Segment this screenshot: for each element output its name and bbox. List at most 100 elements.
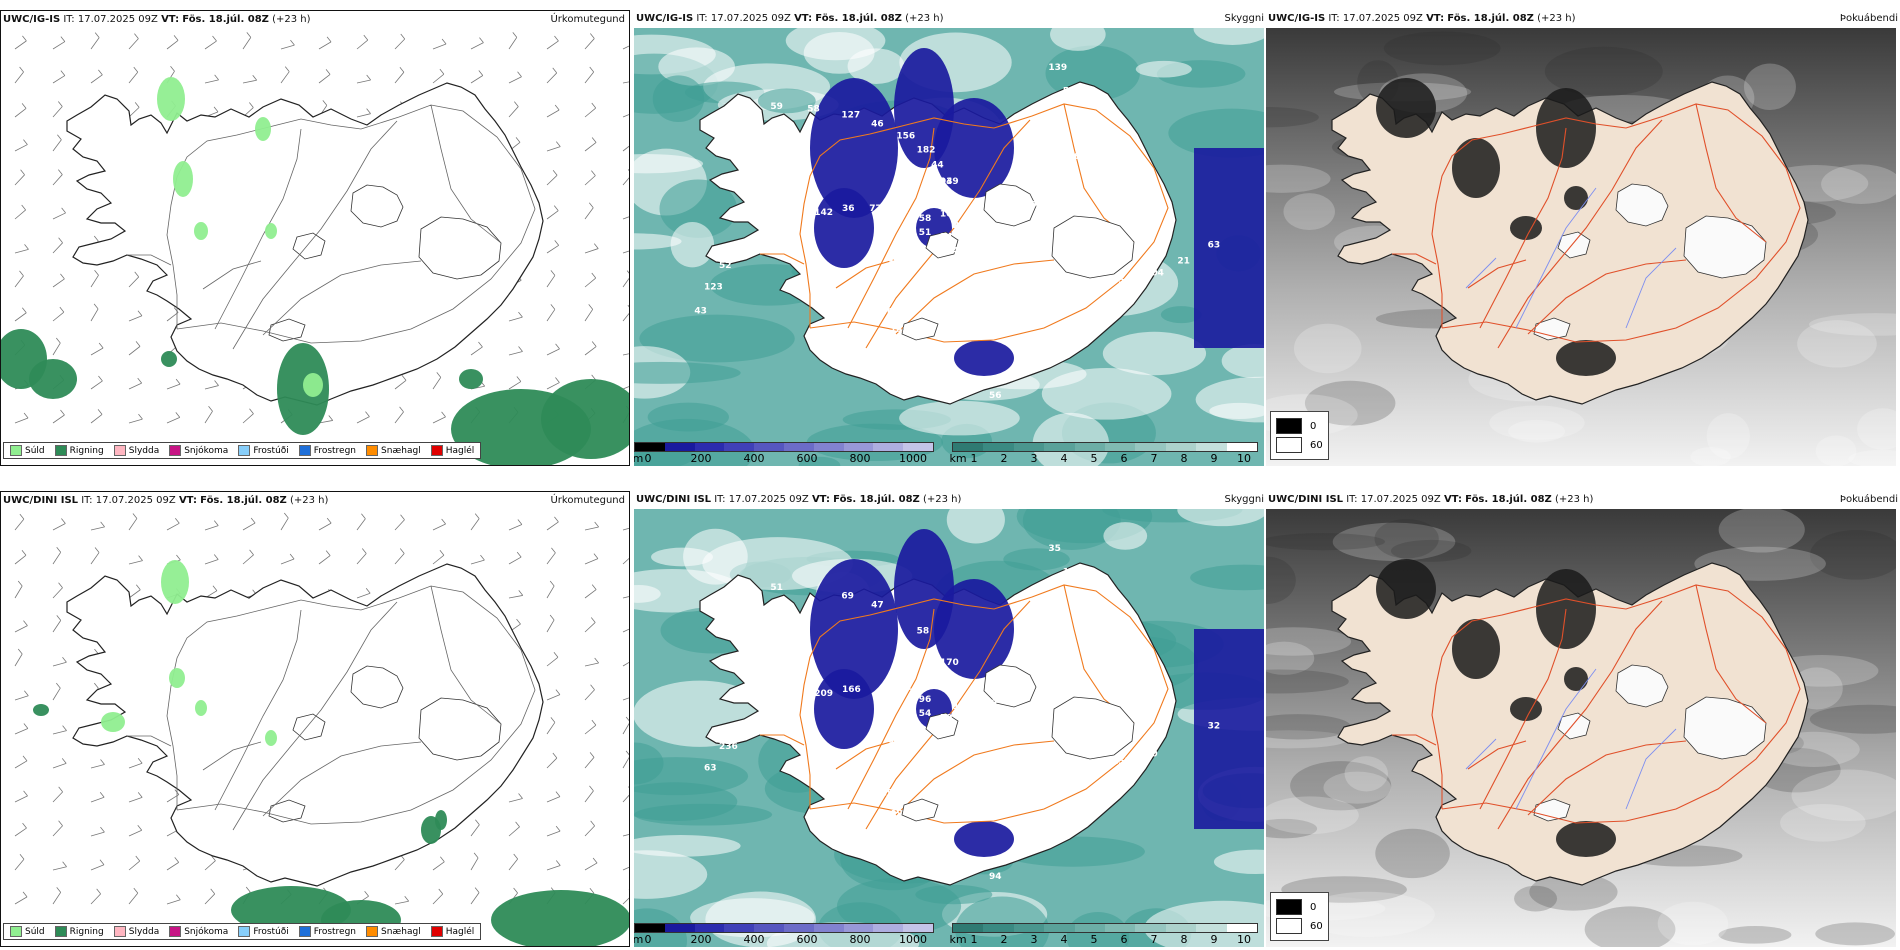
lead-time: (+23 h) <box>1537 13 1576 24</box>
lead-time: (+23 h) <box>905 13 944 24</box>
panel-header: UWC/DINI ISL IT: 17.07.2025 09Z VT: Fös.… <box>636 494 961 505</box>
ceiling-value: 257 <box>1112 757 1131 767</box>
glacier-outline <box>418 216 502 280</box>
legend-label: Frostúði <box>253 445 289 456</box>
legend-swatch <box>298 445 311 456</box>
ceiling-value: 59 <box>940 713 953 723</box>
legend-label: Haglél <box>445 926 475 937</box>
ceiling-value: 59 <box>770 102 783 112</box>
fog-areas <box>1376 78 1616 376</box>
legend-item: Snjókoma <box>169 926 228 937</box>
legend-label: Súld <box>25 926 45 937</box>
ceiling-tick: 1000 <box>899 933 927 946</box>
precip-area <box>101 712 125 732</box>
legend-item: Haglél <box>430 926 475 937</box>
fog-scale-row: 0 <box>1276 418 1323 434</box>
ceiling-value: 123 <box>1072 612 1091 622</box>
visibility-tick: 7 <box>1150 933 1158 946</box>
visibility-tick: 5 <box>1090 452 1098 465</box>
valid-time-value: Fös. 18.júl. 08Z <box>1447 13 1534 24</box>
ceiling-value: 52 <box>719 261 732 271</box>
precip-area <box>173 161 193 197</box>
legend-label: Slydda <box>128 445 160 456</box>
ceiling-value: 211 <box>901 721 920 731</box>
visibility-tick: 10 <box>1237 933 1251 946</box>
visibility-tick: 1 <box>970 933 978 946</box>
legend-swatch <box>54 445 67 456</box>
precip-area <box>265 730 277 746</box>
ceiling-value: 65 <box>901 240 914 250</box>
ceiling-tick: 0 <box>644 452 652 465</box>
glacier-outline <box>983 664 1037 708</box>
ceiling-value: 63 <box>704 763 717 773</box>
legend-label: Snæhagl <box>381 926 421 937</box>
visibility-unit: km <box>949 933 967 946</box>
ceiling-value: 102 <box>928 843 947 853</box>
panel-title: Þokuábendi <box>1839 13 1898 24</box>
ceiling-value: 123 <box>704 282 723 292</box>
ceiling-value: 34 <box>940 232 953 242</box>
ceiling-value: 119 <box>880 271 899 281</box>
fog-scale-swatch <box>1276 918 1302 934</box>
glacier-outline <box>268 318 306 342</box>
precip-area <box>303 373 323 397</box>
low-cloud-areas <box>810 48 1014 376</box>
visibility-tick: 5 <box>1090 933 1098 946</box>
precip-area <box>33 704 49 716</box>
valid-time-label: VT: <box>1443 494 1462 505</box>
legend-label: Slydda <box>128 926 160 937</box>
ceiling-value: 156 <box>896 131 915 141</box>
low-cloud-areas <box>810 529 1014 857</box>
ceiling-unit: m <box>634 933 644 946</box>
precip-map <box>1 29 629 465</box>
ceiling-value: 55 <box>1019 276 1032 286</box>
lead-time: (+23 h) <box>290 495 329 506</box>
visibility-tick: 9 <box>1210 933 1218 946</box>
valid-time-label: VT: <box>811 494 830 505</box>
glacier-outline <box>292 713 326 741</box>
precip-area <box>277 343 329 435</box>
low-cloud-area <box>1194 629 1264 829</box>
visibility-tick: 8 <box>1180 452 1188 465</box>
visibility-panel: UWC/IG-IS IT: 17.07.2025 09Z VT: Fös. 18… <box>634 10 1264 466</box>
fog-scale-row: 60 <box>1276 437 1323 453</box>
ceiling-value: 44 <box>1002 692 1015 702</box>
legend-label: Súld <box>25 445 45 456</box>
ceiling-value: 70 <box>1145 749 1158 759</box>
visibility-ramp <box>952 442 1258 452</box>
ceiling-value: 37 <box>943 675 956 685</box>
legend-swatch <box>10 445 22 456</box>
glacier-outline <box>1615 183 1669 227</box>
glacier-outline <box>268 799 306 823</box>
visibility-unit: km <box>949 452 967 465</box>
ceiling-tick: 1000 <box>899 452 927 465</box>
rivers <box>1465 668 1677 810</box>
legend-item: Snæhagl <box>366 926 421 937</box>
low-cloud-area <box>1194 148 1264 348</box>
ceiling-value: 84 <box>978 218 991 228</box>
ceiling-value: 94 <box>953 221 966 231</box>
ceiling-value: 51 <box>919 228 932 238</box>
lead-time: (+23 h) <box>923 494 962 505</box>
valid-time-label: VT: <box>161 14 180 25</box>
glacier-outline <box>292 232 326 260</box>
precip-area <box>255 117 271 141</box>
legend-swatch <box>113 926 126 937</box>
ceiling-tick: 600 <box>796 933 818 946</box>
fog-scale-swatch <box>1276 437 1302 453</box>
legend-swatch <box>113 445 126 456</box>
valid-time-value: Fös. 18.júl. 08Z <box>1465 494 1552 505</box>
ceiling-value: 39 <box>970 740 983 750</box>
ceiling-value: 43 <box>694 306 707 316</box>
ceiling-value: 193 <box>1063 567 1082 577</box>
precip-area <box>195 700 207 716</box>
init-time-label: IT: <box>714 494 726 505</box>
precip-type-panel: UWC/DINI ISL IT: 17.07.2025 09Z VT: Fös.… <box>0 491 630 947</box>
ceiling-value: 86 <box>877 289 890 299</box>
ceiling-tick: 400 <box>743 933 765 946</box>
glacier-outline <box>901 317 939 341</box>
valid-time-value: Fös. 18.júl. 08Z <box>200 495 287 506</box>
model-name: UWC/IG-IS <box>1268 13 1326 24</box>
init-time-value: 17.07.2025 09Z <box>1342 13 1423 24</box>
